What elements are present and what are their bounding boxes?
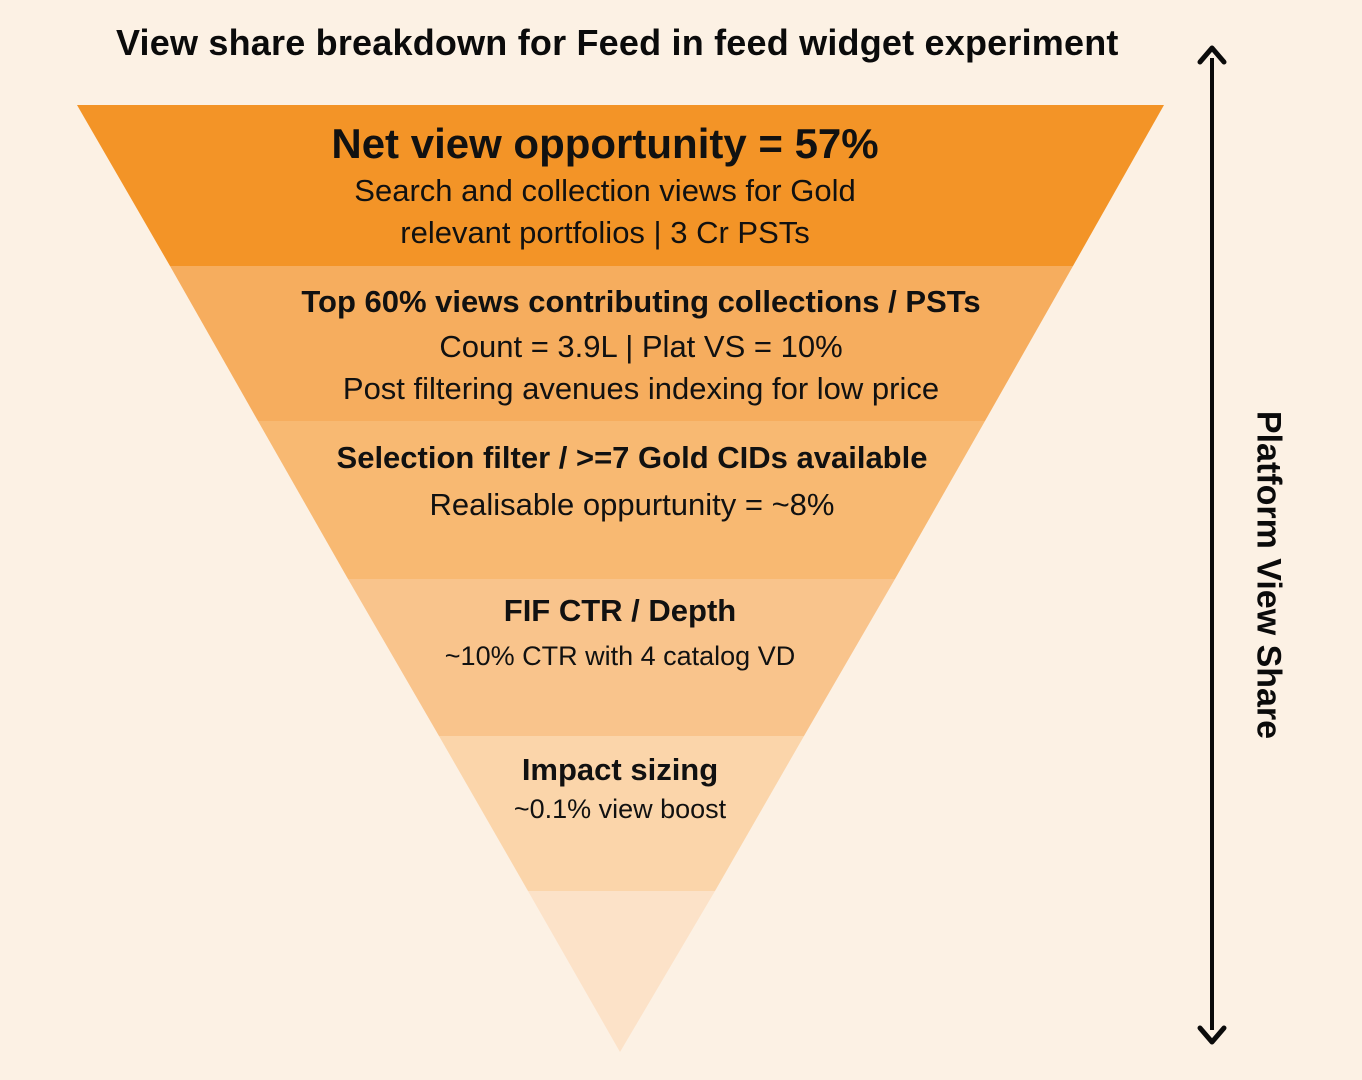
- stage-5-heading: Impact sizing: [521, 752, 719, 787]
- stage-2-text: Top 60% views contributing collections /…: [301, 282, 980, 409]
- stage-2-line2: Post filtering avenues indexing for low …: [342, 371, 940, 406]
- stage-5-text: Impact sizing ~0.1% view boost: [514, 750, 726, 828]
- stage-1-line2: relevant portfolios | 3 Cr PSTs: [400, 215, 810, 250]
- funnel-stage-2: [170, 266, 1073, 421]
- stage-2-line1: Count = 3.9L | Plat VS = 10%: [439, 329, 843, 364]
- stage-2-heading: Top 60% views contributing collections /…: [301, 284, 981, 319]
- funnel-stage-1: [77, 105, 1164, 266]
- stage-4-line1: ~10% CTR with 4 catalog VD: [444, 641, 796, 671]
- stage-3-heading: Selection filter / >=7 Gold CIDs availab…: [336, 440, 928, 475]
- stage-3-line1: Realisable oppurtunity = ~8%: [429, 487, 835, 522]
- diagram-title: View share breakdown for Feed in feed wi…: [116, 22, 1119, 63]
- arrow-down-icon: [1197, 1025, 1227, 1045]
- axis-label: Platform View Share: [1249, 410, 1288, 740]
- stage-5-line1: ~0.1% view boost: [513, 794, 727, 824]
- stage-1-line1: Search and collection views for Gold: [354, 173, 856, 208]
- stage-1-text: Net view opportunity = 57% Search and co…: [331, 118, 878, 254]
- arrow-up-icon: [1197, 45, 1227, 65]
- funnel-stage-5: [439, 736, 804, 891]
- stage-4-text: FIF CTR / Depth ~10% CTR with 4 catalog …: [445, 591, 795, 676]
- stage-4-heading: FIF CTR / Depth: [503, 593, 737, 628]
- funnel-stage-4: [348, 579, 895, 736]
- stage-3-text: Selection filter / >=7 Gold CIDs availab…: [337, 438, 928, 527]
- funnel-stage-6: [528, 891, 715, 1052]
- view-share-axis: [1197, 45, 1227, 1045]
- stage-1-heading: Net view opportunity = 57%: [331, 120, 879, 167]
- funnel-stage-3: [258, 421, 985, 579]
